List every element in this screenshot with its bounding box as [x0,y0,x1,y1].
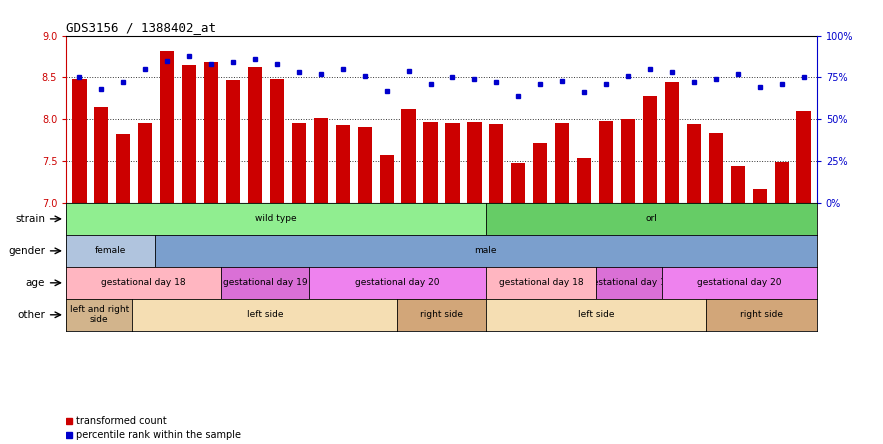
Text: percentile rank within the sample: percentile rank within the sample [76,430,241,440]
Bar [643,96,657,203]
Text: female: female [94,246,126,255]
Text: gestational day 18: gestational day 18 [499,278,583,287]
Bar [358,127,372,203]
Text: gestational day 18: gestational day 18 [102,278,185,287]
Bar [226,80,240,203]
Bar [182,65,196,203]
Bar [621,119,635,203]
Bar [467,122,481,203]
Bar [248,67,262,203]
Bar [709,133,723,203]
Bar [599,121,613,203]
Text: orl: orl [645,214,657,223]
Text: gender: gender [8,246,45,256]
Text: right side: right side [740,310,783,319]
Bar [204,62,218,203]
Bar [72,79,87,203]
Bar [380,155,394,203]
Bar [577,158,592,203]
Text: left and right
side: left and right side [70,305,129,325]
Bar [665,83,679,203]
Text: gestational day 20: gestational day 20 [698,278,781,287]
Text: other: other [17,310,45,320]
Bar [117,134,131,203]
Bar [752,189,766,203]
Bar [313,118,328,203]
Bar [445,123,460,203]
Text: left side: left side [246,310,283,319]
Text: GDS3156 / 1388402_at: GDS3156 / 1388402_at [66,21,216,34]
Bar [336,125,350,203]
Text: strain: strain [15,214,45,224]
Text: gestational day 19: gestational day 19 [223,278,307,287]
Bar [270,79,284,203]
Bar [796,111,811,203]
Bar [555,123,570,203]
Text: gestational day 19: gestational day 19 [587,278,671,287]
Bar [511,163,525,203]
Bar [489,124,503,203]
Bar [402,109,416,203]
Bar [730,166,745,203]
Bar [138,123,153,203]
Bar [291,123,306,203]
Text: gestational day 20: gestational day 20 [355,278,440,287]
Bar [160,51,174,203]
Text: left side: left side [577,310,615,319]
Bar [774,162,789,203]
Text: male: male [474,246,497,255]
Bar [423,122,438,203]
Text: wild type: wild type [255,214,297,223]
Bar [94,107,109,203]
Text: transformed count: transformed count [76,416,167,426]
Text: age: age [26,278,45,288]
Text: right side: right side [420,310,463,319]
Bar [687,124,701,203]
Bar [533,143,547,203]
